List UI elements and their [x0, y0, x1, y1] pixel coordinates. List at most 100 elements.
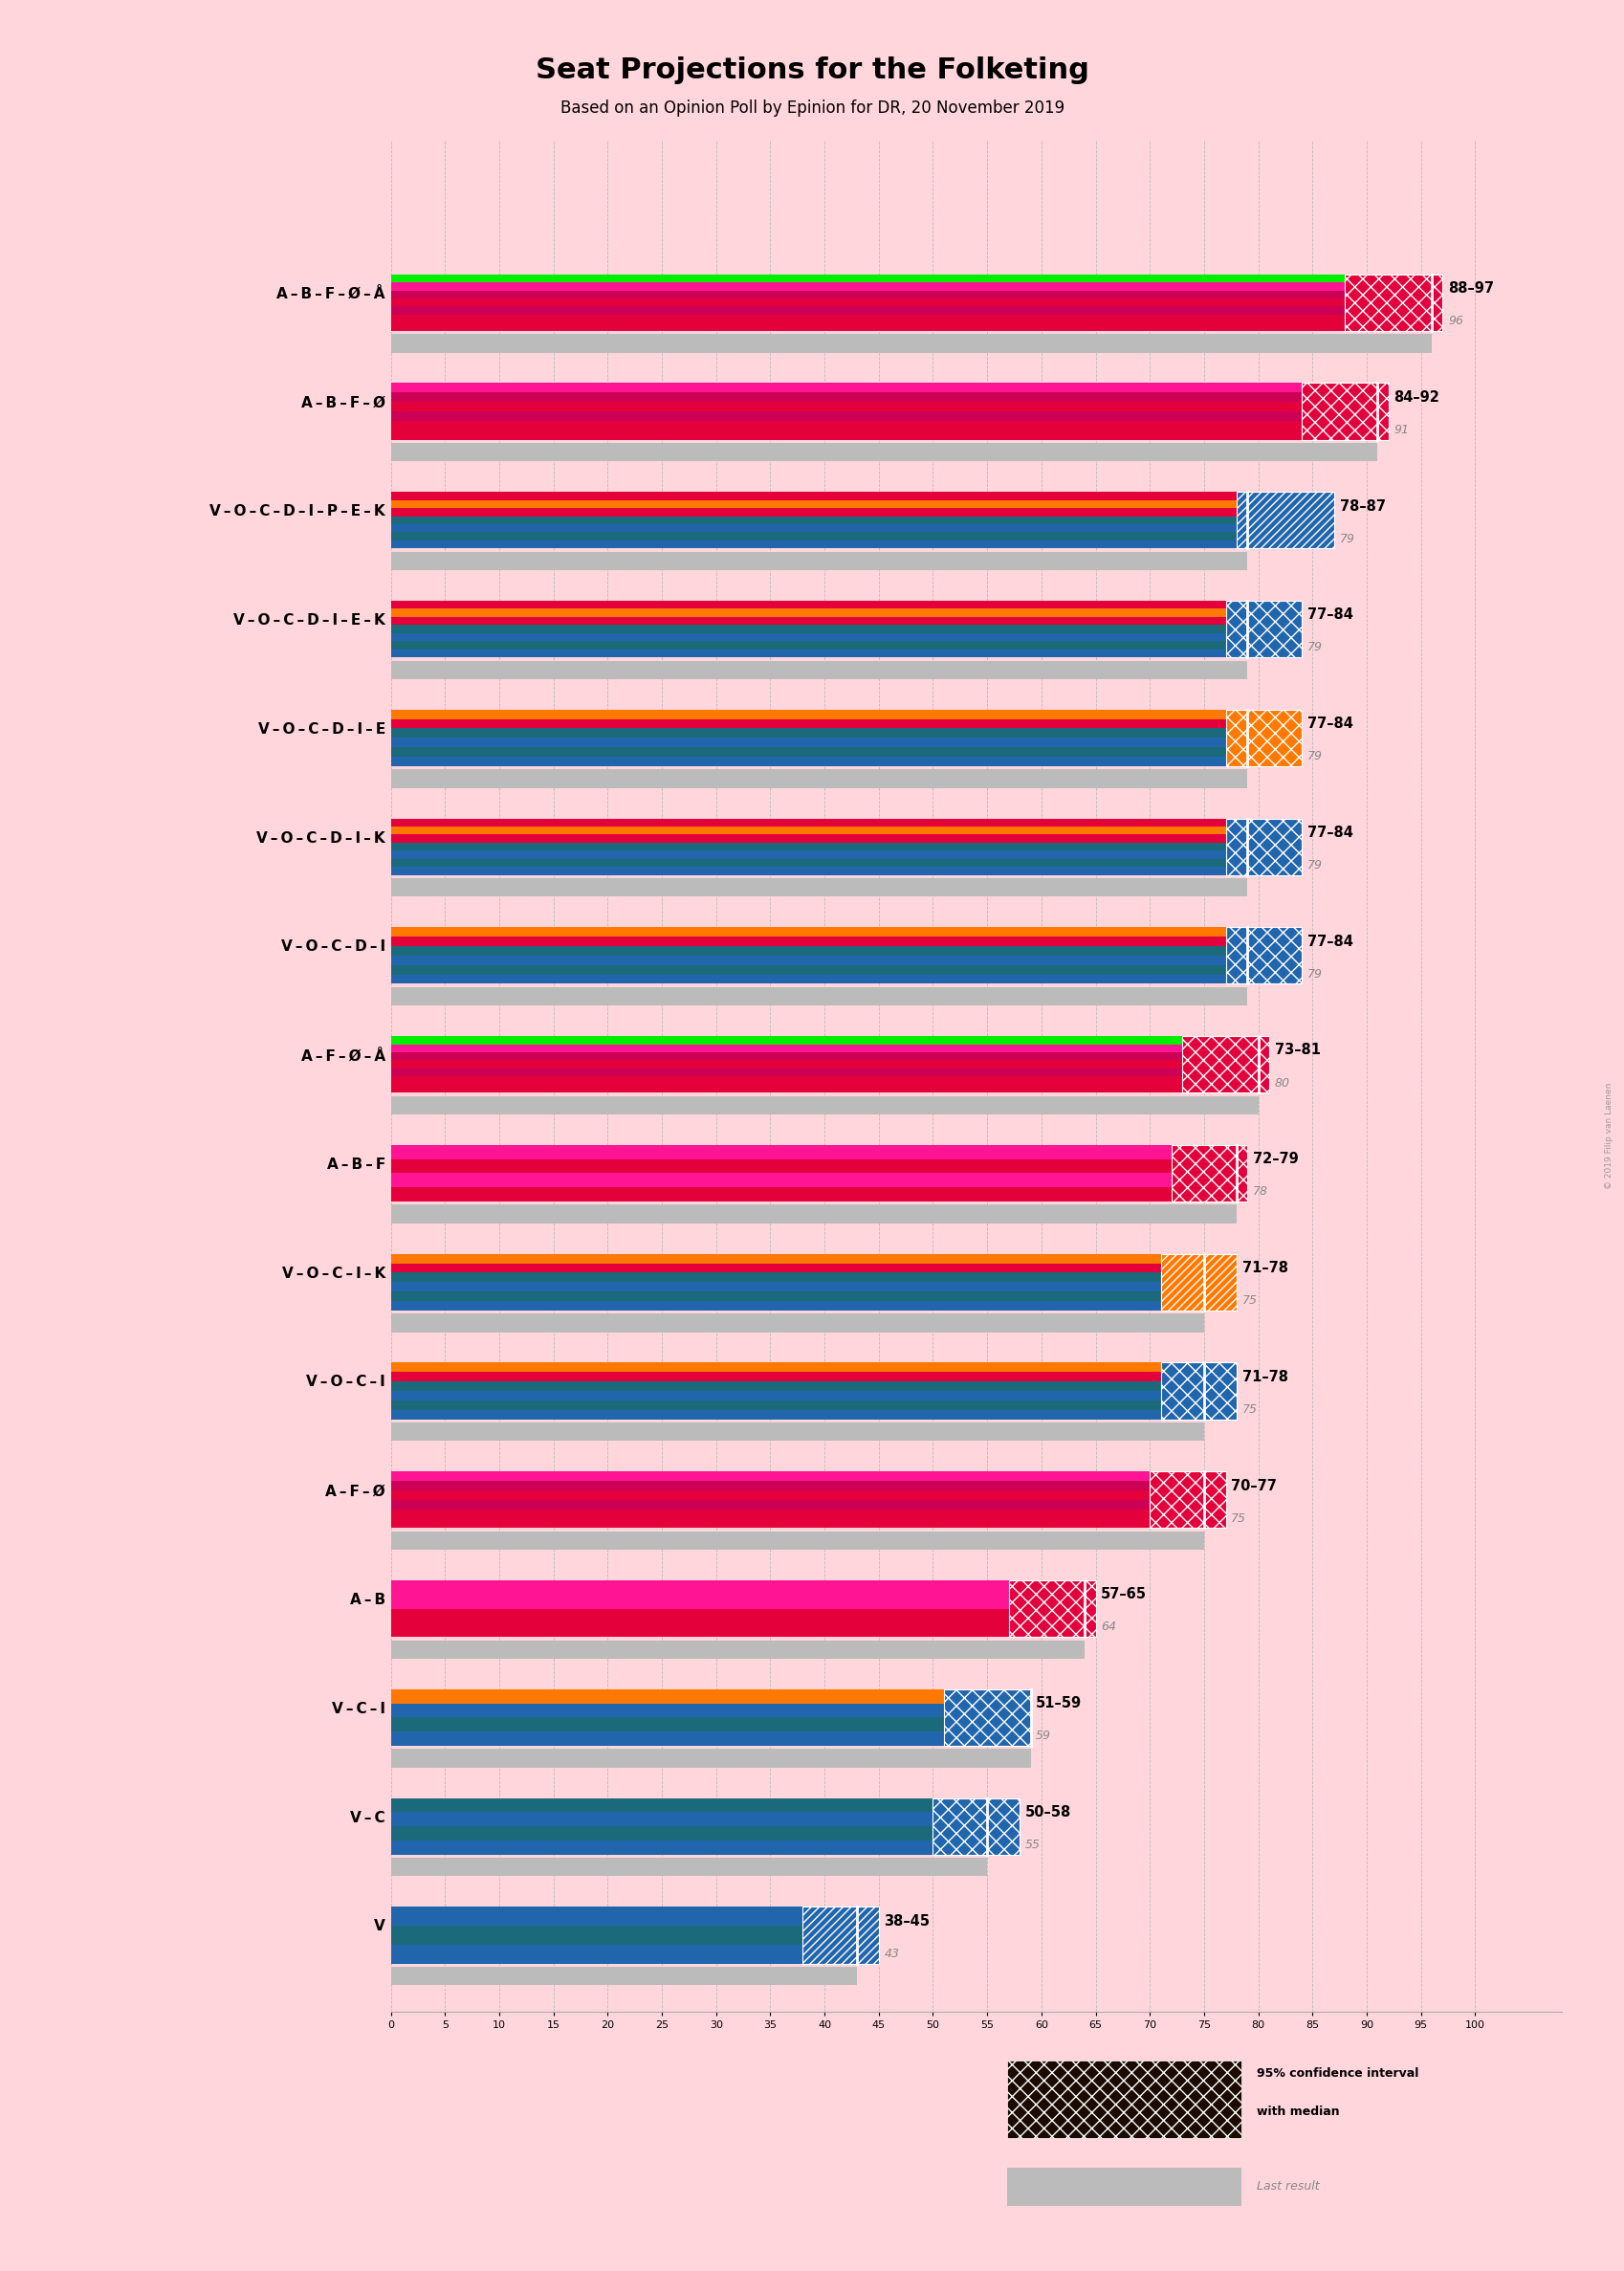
Bar — [1224, 602, 1301, 656]
Text: 57–65: 57–65 — [1101, 1587, 1147, 1601]
Text: 75: 75 — [1231, 1512, 1246, 1524]
Bar — [390, 1381, 1160, 1390]
Text: 64: 64 — [1101, 1621, 1116, 1633]
Bar — [390, 634, 1224, 640]
Bar — [390, 1531, 1203, 1549]
Bar — [390, 1749, 1030, 1767]
Text: A – B – F – Ø – Å: A – B – F – Ø – Å — [276, 286, 385, 302]
Bar — [390, 843, 1224, 852]
Text: 91: 91 — [1393, 425, 1408, 436]
Bar — [390, 827, 1224, 836]
Bar — [390, 1510, 1150, 1519]
Bar — [390, 1254, 1160, 1263]
Bar — [390, 618, 1224, 625]
Bar — [390, 1292, 1160, 1301]
Bar — [390, 879, 1247, 897]
Bar — [390, 858, 1224, 868]
Text: 96: 96 — [1447, 316, 1463, 327]
Bar — [390, 936, 1224, 947]
Text: 38–45: 38–45 — [883, 1914, 929, 1928]
Bar — [390, 393, 1301, 402]
Bar — [390, 1313, 1203, 1333]
Text: V – O – C – D – I – P – E – K: V – O – C – D – I – P – E – K — [209, 504, 385, 518]
Bar — [390, 1908, 802, 1926]
Bar — [390, 1174, 1171, 1188]
Bar — [390, 1145, 1171, 1158]
Bar — [390, 291, 1345, 298]
Text: 51–59: 51–59 — [1036, 1696, 1082, 1710]
Bar — [390, 756, 1224, 765]
Text: 72–79: 72–79 — [1252, 1151, 1298, 1167]
Bar — [390, 275, 1345, 282]
Text: 79: 79 — [1306, 749, 1322, 763]
Text: A – F – Ø: A – F – Ø — [325, 1483, 385, 1499]
Bar — [390, 1301, 1160, 1310]
Text: 79: 79 — [1338, 531, 1354, 545]
Bar — [390, 1608, 1009, 1637]
Bar — [1160, 1254, 1236, 1310]
Text: A – B – F – Ø: A – B – F – Ø — [300, 395, 385, 409]
Bar — [390, 1581, 1009, 1608]
Text: V – C – I: V – C – I — [331, 1701, 385, 1717]
Bar — [390, 1731, 944, 1746]
Bar — [390, 1926, 802, 1944]
Text: 77–84: 77–84 — [1306, 824, 1353, 840]
Bar — [390, 334, 1431, 352]
Text: 75: 75 — [1241, 1294, 1257, 1306]
Bar — [390, 661, 1247, 679]
Bar — [390, 1188, 1171, 1201]
Bar — [390, 709, 1224, 720]
Bar — [390, 852, 1224, 858]
Bar — [1007, 2062, 1241, 2137]
Bar — [390, 1272, 1160, 1283]
Bar — [390, 282, 1345, 291]
Bar — [390, 493, 1236, 500]
Bar — [1224, 927, 1301, 983]
Bar — [390, 1840, 932, 1855]
Bar — [390, 947, 1224, 956]
Text: V: V — [374, 1919, 385, 1933]
Bar — [390, 1390, 1160, 1401]
Text: V – O – C – D – I – E: V – O – C – D – I – E — [258, 722, 385, 736]
Bar — [390, 1690, 944, 1703]
Bar — [390, 540, 1236, 550]
Bar — [1009, 1581, 1095, 1637]
Text: 77–84: 77–84 — [1306, 609, 1353, 622]
Bar — [932, 1799, 1020, 1855]
Text: V – O – C – D – I – E – K: V – O – C – D – I – E – K — [234, 613, 385, 627]
Text: A – B – F: A – B – F — [326, 1158, 385, 1172]
Bar — [1301, 384, 1387, 441]
Bar — [390, 1858, 987, 1876]
Text: A – F – Ø – Å: A – F – Ø – Å — [300, 1049, 385, 1063]
Bar — [390, 307, 1345, 316]
Text: 55: 55 — [1025, 1840, 1039, 1851]
Bar — [1150, 1472, 1224, 1528]
Bar — [390, 1067, 1182, 1076]
Bar — [390, 640, 1224, 650]
Bar — [390, 818, 1224, 827]
Text: 79: 79 — [1306, 967, 1322, 981]
Text: 79: 79 — [1306, 640, 1322, 654]
Text: V – C: V – C — [351, 1810, 385, 1826]
Bar — [390, 1372, 1160, 1381]
Text: 73–81: 73–81 — [1273, 1042, 1320, 1058]
Text: 77–84: 77–84 — [1306, 718, 1353, 731]
Bar — [1224, 818, 1301, 874]
Bar — [390, 1640, 1085, 1658]
Bar — [390, 650, 1224, 656]
Bar — [390, 1481, 1150, 1490]
Bar — [390, 1519, 1150, 1528]
Bar — [390, 974, 1224, 983]
Bar — [390, 500, 1236, 509]
Bar — [390, 420, 1301, 429]
Bar — [390, 322, 1345, 332]
Bar — [390, 443, 1377, 461]
Bar — [390, 1826, 932, 1840]
Bar — [390, 298, 1345, 307]
Text: V – O – C – I: V – O – C – I — [305, 1374, 385, 1390]
Bar — [390, 625, 1224, 634]
Bar — [390, 1703, 944, 1717]
Text: V – O – C – D – I – K: V – O – C – D – I – K — [257, 831, 385, 845]
Text: 79: 79 — [1306, 858, 1322, 872]
Bar — [390, 738, 1224, 747]
